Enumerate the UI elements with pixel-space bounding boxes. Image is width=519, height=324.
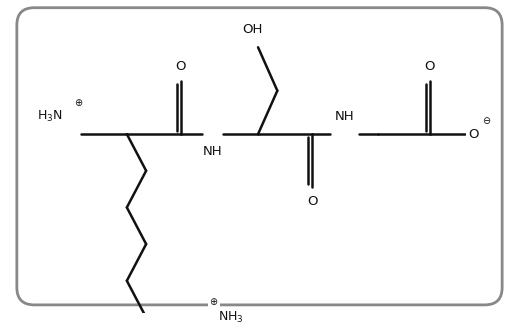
Text: O: O bbox=[175, 60, 186, 73]
Text: ⊕: ⊕ bbox=[75, 98, 83, 108]
Text: O: O bbox=[468, 128, 479, 141]
Text: $\mathregular{H_3N}$: $\mathregular{H_3N}$ bbox=[37, 109, 62, 124]
FancyBboxPatch shape bbox=[17, 8, 502, 305]
Text: ⊖: ⊖ bbox=[482, 116, 490, 126]
Text: $\mathregular{NH_3}$: $\mathregular{NH_3}$ bbox=[218, 310, 244, 324]
Text: OH: OH bbox=[242, 23, 263, 36]
Text: ⊕: ⊕ bbox=[210, 297, 218, 307]
Text: O: O bbox=[307, 195, 317, 208]
Text: O: O bbox=[425, 60, 435, 73]
Text: NH: NH bbox=[335, 110, 354, 123]
Text: NH: NH bbox=[203, 145, 223, 158]
